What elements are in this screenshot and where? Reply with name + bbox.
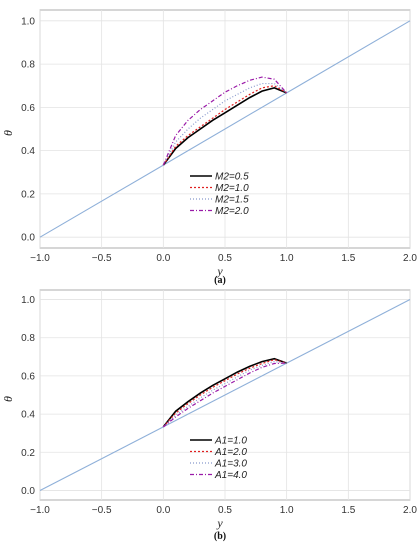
x-tick-label: 1.0 [280,253,294,264]
series-line-1 [162,359,287,428]
y-tick-label: 0.0 [21,486,35,497]
y-tick-label: 1.0 [21,295,35,306]
x-tick-label: 1.5 [341,505,355,516]
chart-panel-a: −1.0 −0.5 0.0 0.5 1.0 1.5 2.0 0.0 0.2 0.4 0.6 0.8 1.… [1,9,417,286]
series-line-0 [162,87,287,166]
y-tick-label: 0.4 [21,410,35,421]
y-tick-label: 0.2 [21,189,35,200]
x-tick-label: 1.5 [341,253,355,264]
y-tick-label: 0.8 [21,333,35,344]
legend-label: A1=2.0 [214,447,247,458]
x-axis-label: y [216,516,223,530]
legend-label: A1=1.0 [214,436,247,447]
series-line-0 [162,357,287,428]
base-line [39,20,411,238]
y-axis-label: θ [1,130,15,136]
y-tick-label: 0.2 [21,448,35,459]
x-tick-label: 0.5 [218,253,232,264]
y-tick-label: 1.0 [21,16,35,27]
y-tick-label: 0.0 [21,233,35,244]
series-line-2 [162,82,288,166]
series-line-2 [162,360,287,428]
x-tick-label: 0.0 [156,505,170,516]
legend-label: M2=2.0 [215,206,249,217]
legend-label: M2=0.5 [215,172,249,183]
legend: A1=1.0A1=2.0A1=3.0A1=4.0 [190,436,247,481]
legend-label: M2=1.5 [215,195,249,206]
chart-panel-b: −1.0 −0.5 0.0 0.5 1.0 1.5 2.0 0.0 0.2 0.4 0.6 0.8 1.… [1,289,417,542]
legend-label: A1=4.0 [214,470,247,481]
legend-label: M2=1.0 [215,183,249,194]
x-tick-label: 0.0 [156,253,170,264]
panel-label: (a) [214,275,226,286]
series-line-3 [162,76,288,166]
x-tick-label: −1.0 [30,505,50,516]
legend: M2=0.5M2=1.0M2=1.5M2=2.0 [190,172,249,217]
x-tick-label: 2.0 [403,253,417,264]
y-tick-label: 0.8 [21,60,35,71]
series-line-1 [162,85,287,166]
y-tick-label: 0.6 [21,103,35,114]
y-tick-label: 0.6 [21,371,35,382]
x-tick-label: −0.5 [92,505,112,516]
x-tick-label: −0.5 [92,253,112,264]
legend-label: A1=3.0 [214,459,247,470]
y-axis-label: θ [1,396,15,402]
series-line-3 [162,362,287,428]
x-tick-label: 2.0 [403,505,417,516]
base-line [39,299,411,491]
x-tick-label: 0.5 [218,505,232,516]
x-tick-label: −1.0 [30,253,50,264]
panel-label: (b) [214,531,226,542]
y-tick-label: 0.4 [21,146,35,157]
x-axis-label: y [216,264,223,278]
x-tick-label: 1.0 [280,505,294,516]
